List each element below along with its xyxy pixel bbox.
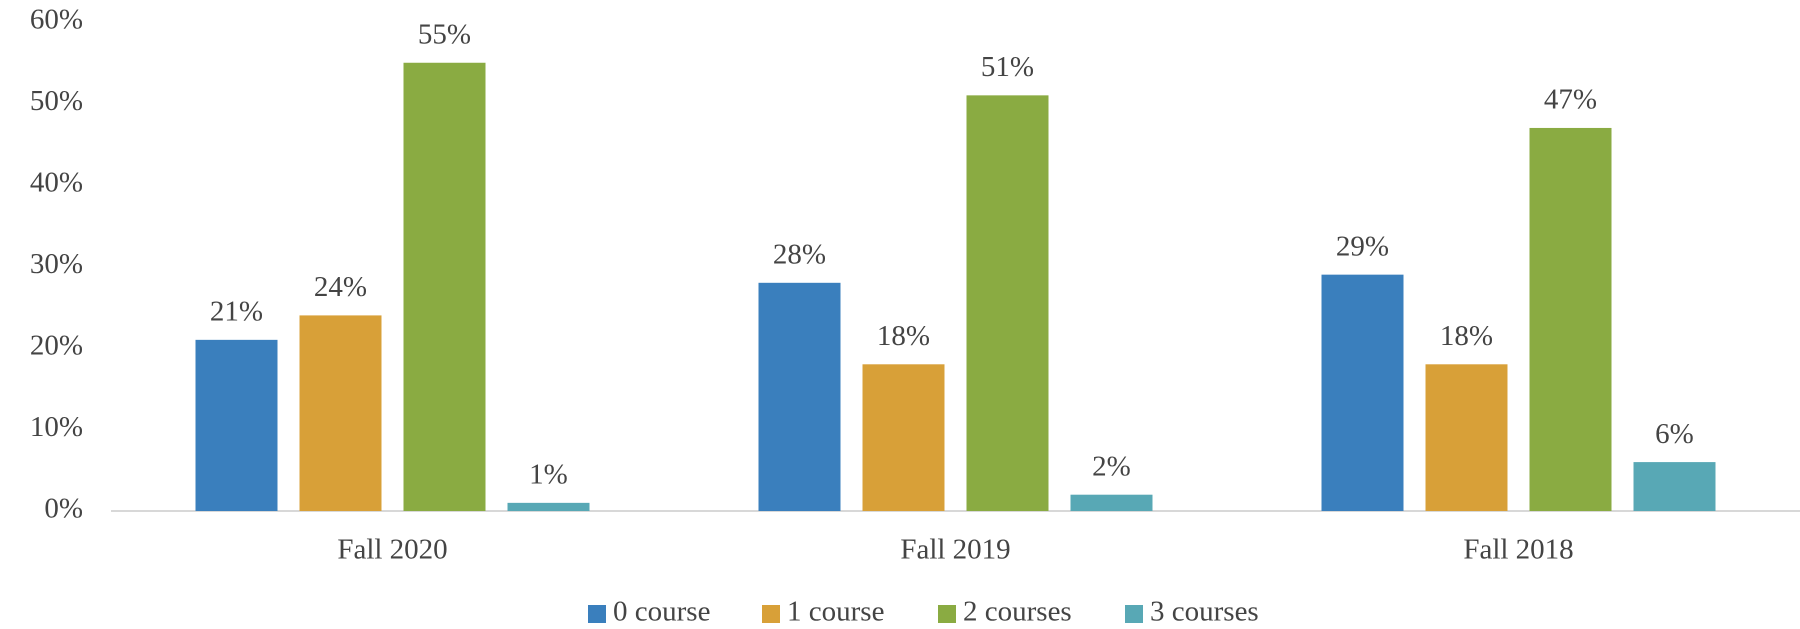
x-tick-label: Fall 2019 <box>900 534 1010 566</box>
bar <box>1425 364 1508 511</box>
data-label: 18% <box>877 320 930 352</box>
legend-label: 2 courses <box>963 596 1072 628</box>
data-label: 6% <box>1655 418 1694 450</box>
legend-label: 1 course <box>787 596 884 628</box>
data-label: 29% <box>1336 230 1389 262</box>
legend-swatch <box>1125 605 1143 623</box>
bar <box>507 502 590 511</box>
legend-swatch <box>762 605 780 623</box>
legend-swatch <box>588 605 606 623</box>
x-tick-label: Fall 2020 <box>337 534 447 566</box>
y-tick-label: 20% <box>30 330 83 362</box>
data-label: 28% <box>773 238 826 270</box>
y-tick-label: 10% <box>30 411 83 443</box>
bar <box>1070 494 1153 511</box>
bar <box>195 339 278 511</box>
y-tick-label: 0% <box>44 493 83 525</box>
data-label: 51% <box>981 51 1034 83</box>
data-label: 24% <box>314 271 367 303</box>
y-tick-label: 50% <box>30 85 83 117</box>
x-tick-label: Fall 2018 <box>1463 534 1573 566</box>
data-label: 2% <box>1092 450 1131 482</box>
data-label: 55% <box>418 18 471 50</box>
legend-label: 3 courses <box>1150 596 1259 628</box>
bar <box>1633 462 1716 511</box>
bar <box>1321 274 1404 511</box>
y-tick-label: 60% <box>30 4 83 36</box>
bar <box>403 62 486 511</box>
bar <box>758 282 841 511</box>
bar <box>1529 127 1612 511</box>
bar <box>966 95 1049 511</box>
legend-swatch <box>938 605 956 623</box>
legend-label: 0 course <box>613 596 710 628</box>
data-label: 18% <box>1440 320 1493 352</box>
bar <box>862 364 945 511</box>
bar <box>299 315 382 511</box>
data-label: 1% <box>529 459 568 491</box>
data-label: 21% <box>210 296 263 328</box>
y-tick-label: 40% <box>30 167 83 199</box>
data-label: 47% <box>1544 84 1597 116</box>
y-tick-label: 30% <box>30 248 83 280</box>
